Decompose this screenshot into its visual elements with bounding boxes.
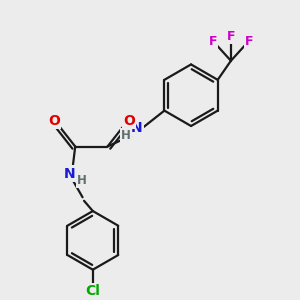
Text: N: N — [64, 167, 75, 181]
Text: N: N — [131, 122, 142, 135]
Text: F: F — [208, 35, 217, 48]
Text: F: F — [245, 35, 253, 48]
Text: Cl: Cl — [85, 284, 100, 298]
Text: F: F — [227, 30, 235, 43]
Text: O: O — [48, 114, 60, 128]
Text: H: H — [77, 174, 87, 187]
Text: H: H — [121, 129, 130, 142]
Text: O: O — [123, 114, 135, 128]
